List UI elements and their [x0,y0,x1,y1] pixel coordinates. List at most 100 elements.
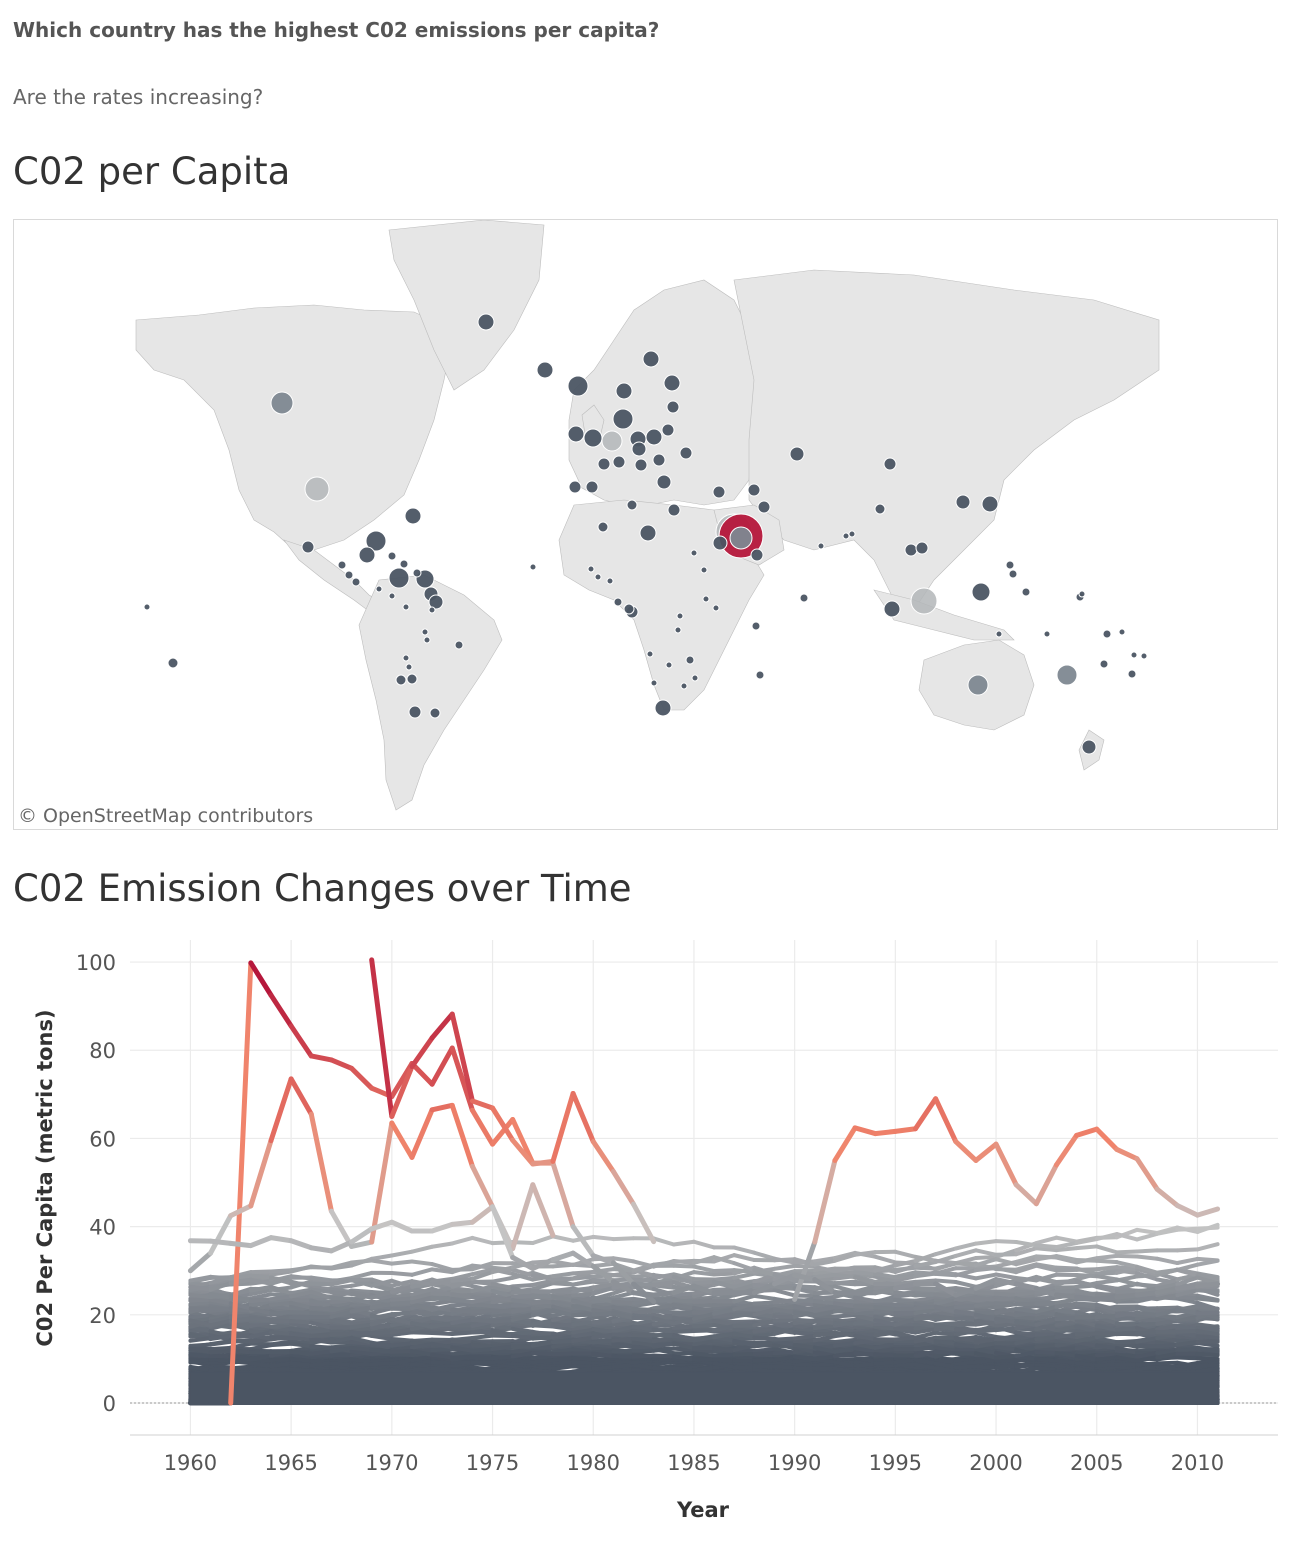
country-marker[interactable] [585,480,599,494]
country-marker[interactable] [612,455,626,469]
country-marker[interactable] [661,423,675,437]
country-marker[interactable] [167,657,179,669]
country-marker[interactable] [606,577,614,585]
country-marker[interactable] [712,485,726,499]
country-marker[interactable] [967,674,989,696]
country-marker[interactable] [408,705,422,719]
country-marker[interactable] [387,551,397,561]
country-marker[interactable] [679,446,693,460]
country-marker[interactable] [799,593,809,603]
country-marker[interactable] [375,585,383,593]
country-marker[interactable] [1140,652,1148,660]
country-marker[interactable] [1102,629,1112,639]
country-marker[interactable] [971,582,991,602]
country-marker[interactable] [583,428,603,448]
country-marker[interactable] [667,503,681,517]
country-marker[interactable] [1056,664,1078,686]
country-marker[interactable] [421,628,429,636]
country-marker[interactable] [365,530,387,552]
country-marker[interactable] [429,707,441,719]
country-marker[interactable] [904,543,918,557]
country-marker[interactable] [402,603,410,611]
country-marker[interactable] [652,453,666,467]
country-marker[interactable] [143,603,151,611]
country-marker[interactable] [817,542,825,550]
country-marker[interactable] [663,374,681,392]
country-marker[interactable] [1081,739,1097,755]
country-marker[interactable] [631,441,647,457]
country-marker[interactable] [634,458,648,472]
world-map[interactable]: © OpenStreetMap contributors [13,219,1278,830]
country-marker[interactable] [454,640,464,650]
country-marker[interactable] [428,594,444,610]
country-marker[interactable] [351,577,361,587]
country-marker[interactable] [388,567,410,589]
country-marker[interactable] [405,663,413,671]
country-marker[interactable] [666,400,680,414]
country-marker[interactable] [883,600,901,618]
country-marker[interactable] [412,568,422,578]
country-marker[interactable] [676,612,684,620]
country-marker[interactable] [388,592,396,600]
country-marker[interactable] [601,430,623,452]
country-marker[interactable] [751,621,761,631]
country-marker[interactable] [270,391,294,415]
country-marker[interactable] [337,560,347,570]
country-marker[interactable] [567,375,589,397]
country-marker[interactable] [729,526,753,550]
country-marker[interactable] [789,446,805,462]
country-marker[interactable] [674,626,682,634]
country-marker[interactable] [915,541,929,555]
country-marker[interactable] [757,500,771,514]
country-marker[interactable] [404,507,422,525]
country-marker[interactable] [612,408,634,430]
country-marker[interactable] [344,570,354,580]
country-marker[interactable] [1078,590,1086,598]
country-marker[interactable] [399,559,409,569]
country-marker[interactable] [910,587,938,615]
country-marker[interactable] [1118,628,1126,636]
country-marker[interactable] [874,503,886,515]
country-marker[interactable] [981,495,999,513]
country-marker[interactable] [304,476,330,502]
country-marker[interactable] [567,425,585,443]
country-marker[interactable] [712,535,728,551]
country-marker[interactable] [848,530,856,538]
country-marker[interactable] [702,595,710,603]
country-marker[interactable] [1130,651,1138,659]
country-marker[interactable] [1021,587,1031,597]
country-marker[interactable] [995,630,1003,638]
country-markers[interactable] [143,313,1148,755]
country-marker[interactable] [842,532,850,540]
country-marker[interactable] [750,548,764,562]
world-map-canvas[interactable] [14,220,1277,829]
country-marker[interactable] [639,524,657,542]
country-marker[interactable] [428,606,436,614]
country-marker[interactable] [700,566,708,574]
country-marker[interactable] [395,674,407,686]
country-marker[interactable] [1043,630,1051,638]
country-marker[interactable] [615,382,633,400]
country-marker[interactable] [613,597,623,607]
country-marker[interactable] [650,679,658,687]
country-marker[interactable] [654,699,672,717]
country-marker[interactable] [597,521,609,533]
country-marker[interactable] [747,483,761,497]
country-marker[interactable] [656,474,672,490]
country-marker[interactable] [645,428,663,446]
country-marker[interactable] [536,361,554,379]
country-marker[interactable] [358,546,376,564]
country-marker[interactable] [1099,659,1109,669]
country-marker[interactable] [594,573,602,581]
country-marker[interactable] [587,565,595,573]
country-marker[interactable] [691,674,699,682]
country-marker[interactable] [665,661,673,669]
country-marker[interactable] [402,654,410,662]
country-marker[interactable] [955,494,971,510]
country-marker[interactable] [597,457,611,471]
country-marker[interactable] [883,457,897,471]
country-marker[interactable] [623,603,635,615]
country-marker[interactable] [1008,569,1018,579]
country-marker[interactable] [685,655,695,665]
